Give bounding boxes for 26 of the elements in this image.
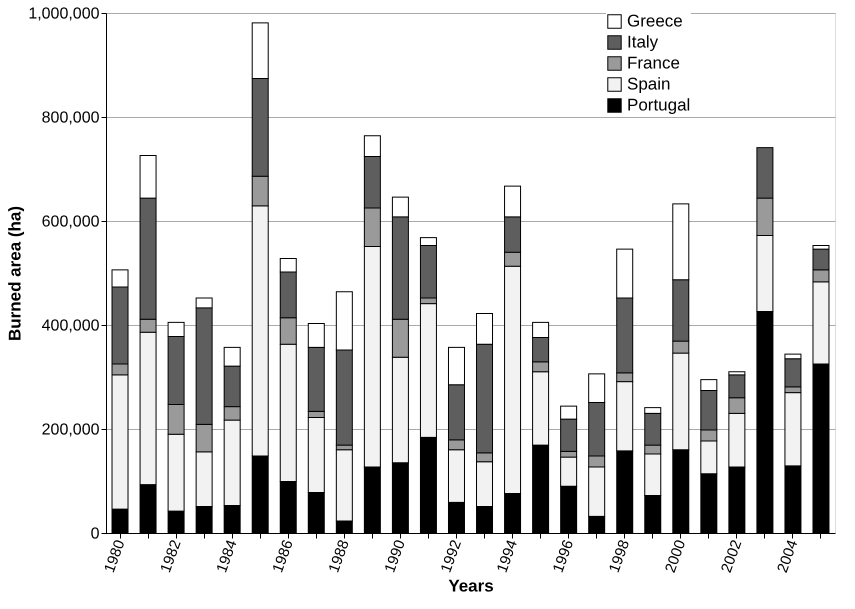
x-tick-label: 2000: [662, 538, 690, 575]
legend-label: Italy: [627, 32, 659, 52]
y-tick-label: 200,000: [42, 422, 100, 438]
x-tick-label: 1984: [213, 538, 241, 575]
x-tick-label: 1990: [381, 538, 409, 575]
x-tick-label: 1996: [550, 538, 578, 575]
y-tick-label: 600,000: [42, 214, 100, 230]
x-tick-label: 2002: [718, 538, 746, 575]
x-tick-label: 1998: [606, 538, 634, 575]
y-tick-label: 0: [90, 526, 100, 542]
x-tick-label: 1982: [157, 538, 185, 575]
y-axis-title: Burned area (ha): [5, 206, 24, 342]
legend-label: Portugal: [627, 96, 690, 114]
legend-label: France: [627, 54, 680, 72]
x-tick-label: 1992: [438, 538, 465, 575]
legend-label: Greece: [627, 12, 683, 30]
y-tick-label: 1,000,000: [28, 6, 100, 22]
legend-label: Spain: [627, 74, 670, 94]
x-tick-label: 2004: [774, 538, 802, 575]
x-tick-label: 1986: [269, 538, 297, 575]
y-tick-label: 400,000: [42, 318, 100, 334]
x-tick-label: 1980: [101, 538, 128, 575]
x-tick-label: 1988: [325, 538, 353, 575]
y-tick-label: 800,000: [42, 110, 100, 126]
x-tick-label: 1994: [494, 538, 522, 575]
x-axis-title: Years: [448, 576, 494, 596]
